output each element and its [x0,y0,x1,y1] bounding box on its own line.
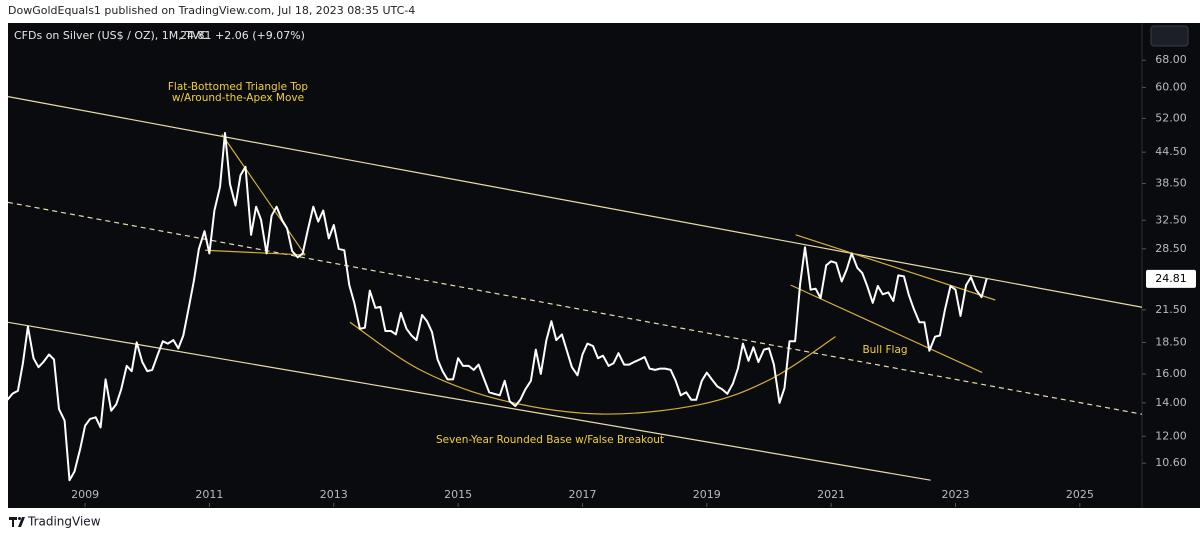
trendline [8,321,931,481]
x-tick-label: 2019 [693,488,721,501]
y-tick-label: 68.00 [1155,53,1187,66]
trendline [205,249,306,256]
y-tick-label: 44.50 [1155,145,1187,158]
last-price-box [1146,269,1196,288]
trendline [8,96,1142,308]
annotation: Flat-Bottomed Triangle Top [168,81,309,93]
trendline [795,234,996,301]
annotation: Seven-Year Rounded Base w/False Breakout [436,434,664,446]
x-tick-label: 2017 [568,488,596,501]
annotation: Bull Flag [862,344,907,356]
price-change: +2.06 (+9.07%) [215,29,305,42]
y-tick-label: 60.00 [1155,80,1187,93]
symbol-label: CFDs on Silver (US$ / OZ), 1M, TVC [14,29,208,42]
trendline [349,321,836,415]
price-line [8,132,988,482]
y-tick-label: 10.60 [1155,456,1187,469]
x-tick-label: 2015 [444,488,472,501]
y-tick-label: 18.50 [1155,335,1187,348]
y-tick-label: 14.00 [1155,396,1187,409]
last-price-label: 24.81 [1155,272,1187,285]
x-tick-label: 2009 [71,488,99,501]
trendline [790,284,983,374]
y-tick-label: 32.50 [1155,213,1187,226]
y-tick-label: 28.50 [1155,242,1187,255]
header-text: DowGoldEquals1 published on TradingView.… [8,4,415,17]
x-tick-label: 2013 [320,488,348,501]
y-tick-label: 21.50 [1155,303,1187,316]
chart-background [8,23,1200,508]
trendline [221,134,306,256]
x-tick-label: 2021 [817,488,845,501]
logo [9,517,25,527]
y-tick-label: 12.00 [1155,429,1187,442]
y-tick-label: 16.00 [1155,367,1187,380]
y-tick-label: 38.50 [1155,177,1187,190]
y-tick-label: 52.00 [1155,111,1187,124]
x-tick-label: 2023 [941,488,969,501]
x-tick-label: 2025 [1066,488,1094,501]
plot-area [8,96,1142,482]
last-price: 24.81 [180,29,212,42]
trendline [8,201,1142,415]
footer-brand: TradingView [27,515,101,529]
toolbar-button[interactable] [1150,25,1189,47]
annotation: w/Around-the-Apex Move [172,92,304,104]
x-tick-label: 2011 [195,488,223,501]
